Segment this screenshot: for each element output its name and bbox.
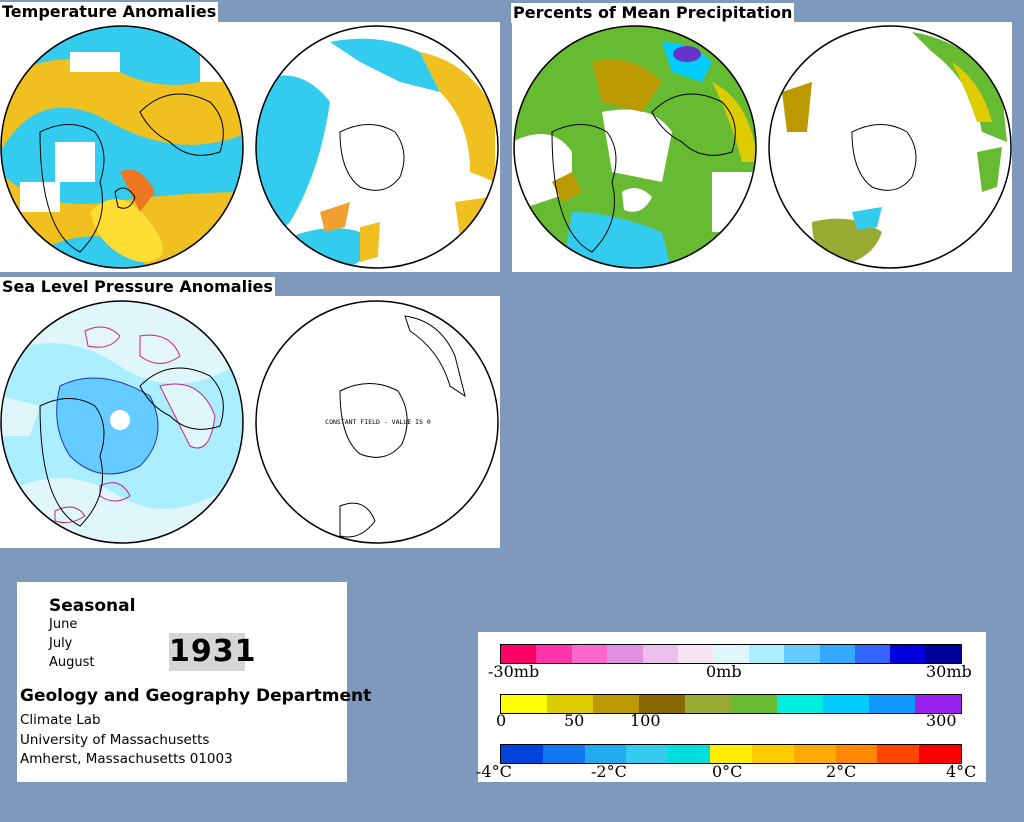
temperature-color-bar — [500, 744, 962, 764]
temperature-north-hemisphere — [1, 26, 243, 268]
precipitation-swatch — [685, 695, 731, 713]
constant-field-note: CONSTANT FIELD - VALUE IS 0 — [325, 418, 431, 426]
pressure-swatch — [536, 645, 572, 663]
pressure-maps: CONSTANT FIELD - VALUE IS 0 — [0, 300, 499, 544]
precipitation-swatch — [915, 695, 961, 713]
temp-label-minus4: -4°C — [476, 762, 512, 781]
temperature-panel — [0, 22, 500, 272]
precipitation-north-hemisphere — [514, 26, 756, 268]
pressure-label-max: 30mb — [926, 662, 972, 681]
pressure-north-hemisphere — [1, 301, 243, 543]
info-box: Seasonal June July August 1931 Geology a… — [17, 582, 371, 782]
year-display: 1931 — [169, 633, 257, 671]
precip-label-50: 50 — [564, 711, 585, 730]
pressure-swatch — [819, 645, 855, 663]
pressure-south-hemisphere — [256, 301, 498, 543]
precipitation-swatch — [869, 695, 915, 713]
temperature-maps — [0, 25, 499, 269]
pressure-color-bar — [500, 644, 962, 664]
color-legend: -30mb 0mb 30mb 0 50 100 300 -4°C -2°C 0°… — [476, 632, 986, 782]
pressure-swatch — [571, 645, 608, 663]
pressure-label-mid: 0mb — [706, 662, 742, 681]
precipitation-swatch — [823, 695, 869, 713]
precipitation-color-bar — [500, 694, 962, 714]
period-label: Seasonal — [49, 596, 136, 616]
temperature-swatch — [710, 745, 752, 763]
pressure-panel: CONSTANT FIELD - VALUE IS 0 — [0, 296, 500, 548]
pressure-label-min: -30mb — [488, 662, 540, 681]
temperature-swatch — [835, 745, 878, 763]
temperature-swatch — [626, 745, 669, 763]
pressure-swatch — [501, 645, 537, 663]
precipitation-swatch — [501, 695, 547, 713]
temp-label-2: 2°C — [826, 762, 857, 781]
temperature-swatch — [584, 745, 627, 763]
precipitation-swatch — [777, 695, 823, 713]
temperature-swatch — [793, 745, 836, 763]
pressure-swatch — [748, 645, 785, 663]
address-line-2: University of Massachusetts — [20, 732, 210, 748]
pressure-swatch — [642, 645, 678, 663]
temperature-title: Temperature Anomalies — [0, 2, 219, 22]
precipitation-maps — [513, 25, 1012, 269]
department-name: Geology and Geography Department — [20, 686, 372, 706]
temperature-swatch — [877, 745, 920, 763]
temperature-south-hemisphere — [256, 26, 498, 268]
precipitation-swatch — [547, 695, 593, 713]
temperature-swatch — [542, 745, 585, 763]
precipitation-swatch — [731, 695, 777, 713]
temperature-swatch — [751, 745, 794, 763]
pressure-swatch — [890, 645, 926, 663]
precipitation-south-hemisphere — [769, 26, 1011, 268]
pressure-swatch — [784, 645, 820, 663]
address-line-3: Amherst, Massachusetts 01003 — [20, 751, 233, 767]
pressure-swatch — [607, 645, 643, 663]
temp-label-minus2: -2°C — [591, 762, 627, 781]
temperature-swatch — [668, 745, 711, 763]
precipitation-panel — [512, 22, 1012, 272]
precip-label-0: 0 — [496, 711, 507, 730]
temperature-swatch — [919, 745, 961, 763]
pressure-swatch — [677, 645, 714, 663]
temperature-swatch — [501, 745, 543, 763]
pressure-swatch — [713, 645, 749, 663]
precipitation-title: Percents of Mean Precipitation — [511, 3, 795, 23]
temp-label-0: 0°C — [712, 762, 743, 781]
precip-label-100: 100 — [630, 711, 661, 730]
month-august: August — [49, 655, 95, 670]
month-june: June — [49, 617, 78, 632]
address-line-1: Climate Lab — [20, 712, 101, 728]
temp-label-4: 4°C — [946, 762, 977, 781]
month-july: July — [49, 636, 73, 651]
precipitation-swatch — [593, 695, 639, 713]
precipitation-swatch — [639, 695, 685, 713]
precip-label-300: 300 — [926, 711, 957, 730]
pressure-swatch — [854, 645, 891, 663]
pressure-swatch — [925, 645, 962, 663]
pressure-title: Sea Level Pressure Anomalies — [0, 277, 275, 297]
